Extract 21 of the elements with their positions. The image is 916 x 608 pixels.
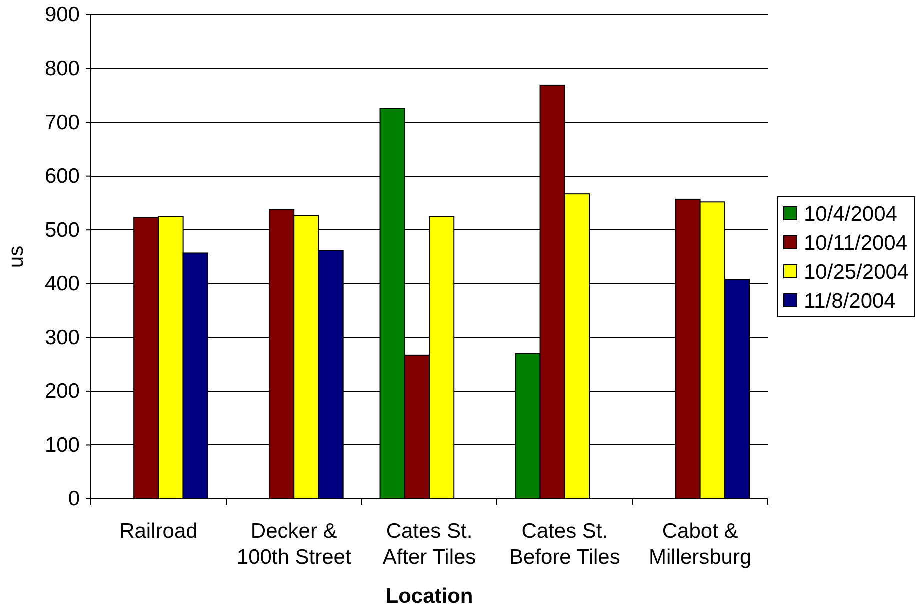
legend-label: 10/25/2004: [804, 261, 910, 284]
legend-label: 10/11/2004: [804, 232, 908, 256]
y-tick-label: 900: [44, 4, 80, 27]
legend-label: 10/4/2004: [804, 203, 898, 226]
x-tick-label: Railroad: [120, 520, 198, 543]
x-tick-label: Cates St. After Tiles: [382, 520, 476, 569]
y-tick-label: 400: [44, 272, 80, 296]
y-tick-label: 800: [44, 58, 80, 80]
legend-label: 11/8/2004: [804, 290, 896, 314]
x-axis-title: Location: [386, 585, 474, 608]
y-tick-label: 200: [44, 380, 80, 404]
y-tick-label: 600: [44, 165, 80, 188]
y-tick-label: 0: [68, 488, 80, 511]
y-tick-label: 300: [44, 326, 80, 350]
y-tick-label: 100: [44, 434, 80, 457]
y-axis-title: us: [5, 246, 28, 268]
y-tick-label: 700: [44, 111, 80, 134]
y-tick-label: 500: [44, 218, 80, 242]
x-tick-label: Decker & 100th Street: [236, 520, 352, 569]
x-tick-label: Cates St. Before Tiles: [509, 520, 620, 569]
x-tick-label: Cabot & Millersburg: [648, 520, 752, 569]
